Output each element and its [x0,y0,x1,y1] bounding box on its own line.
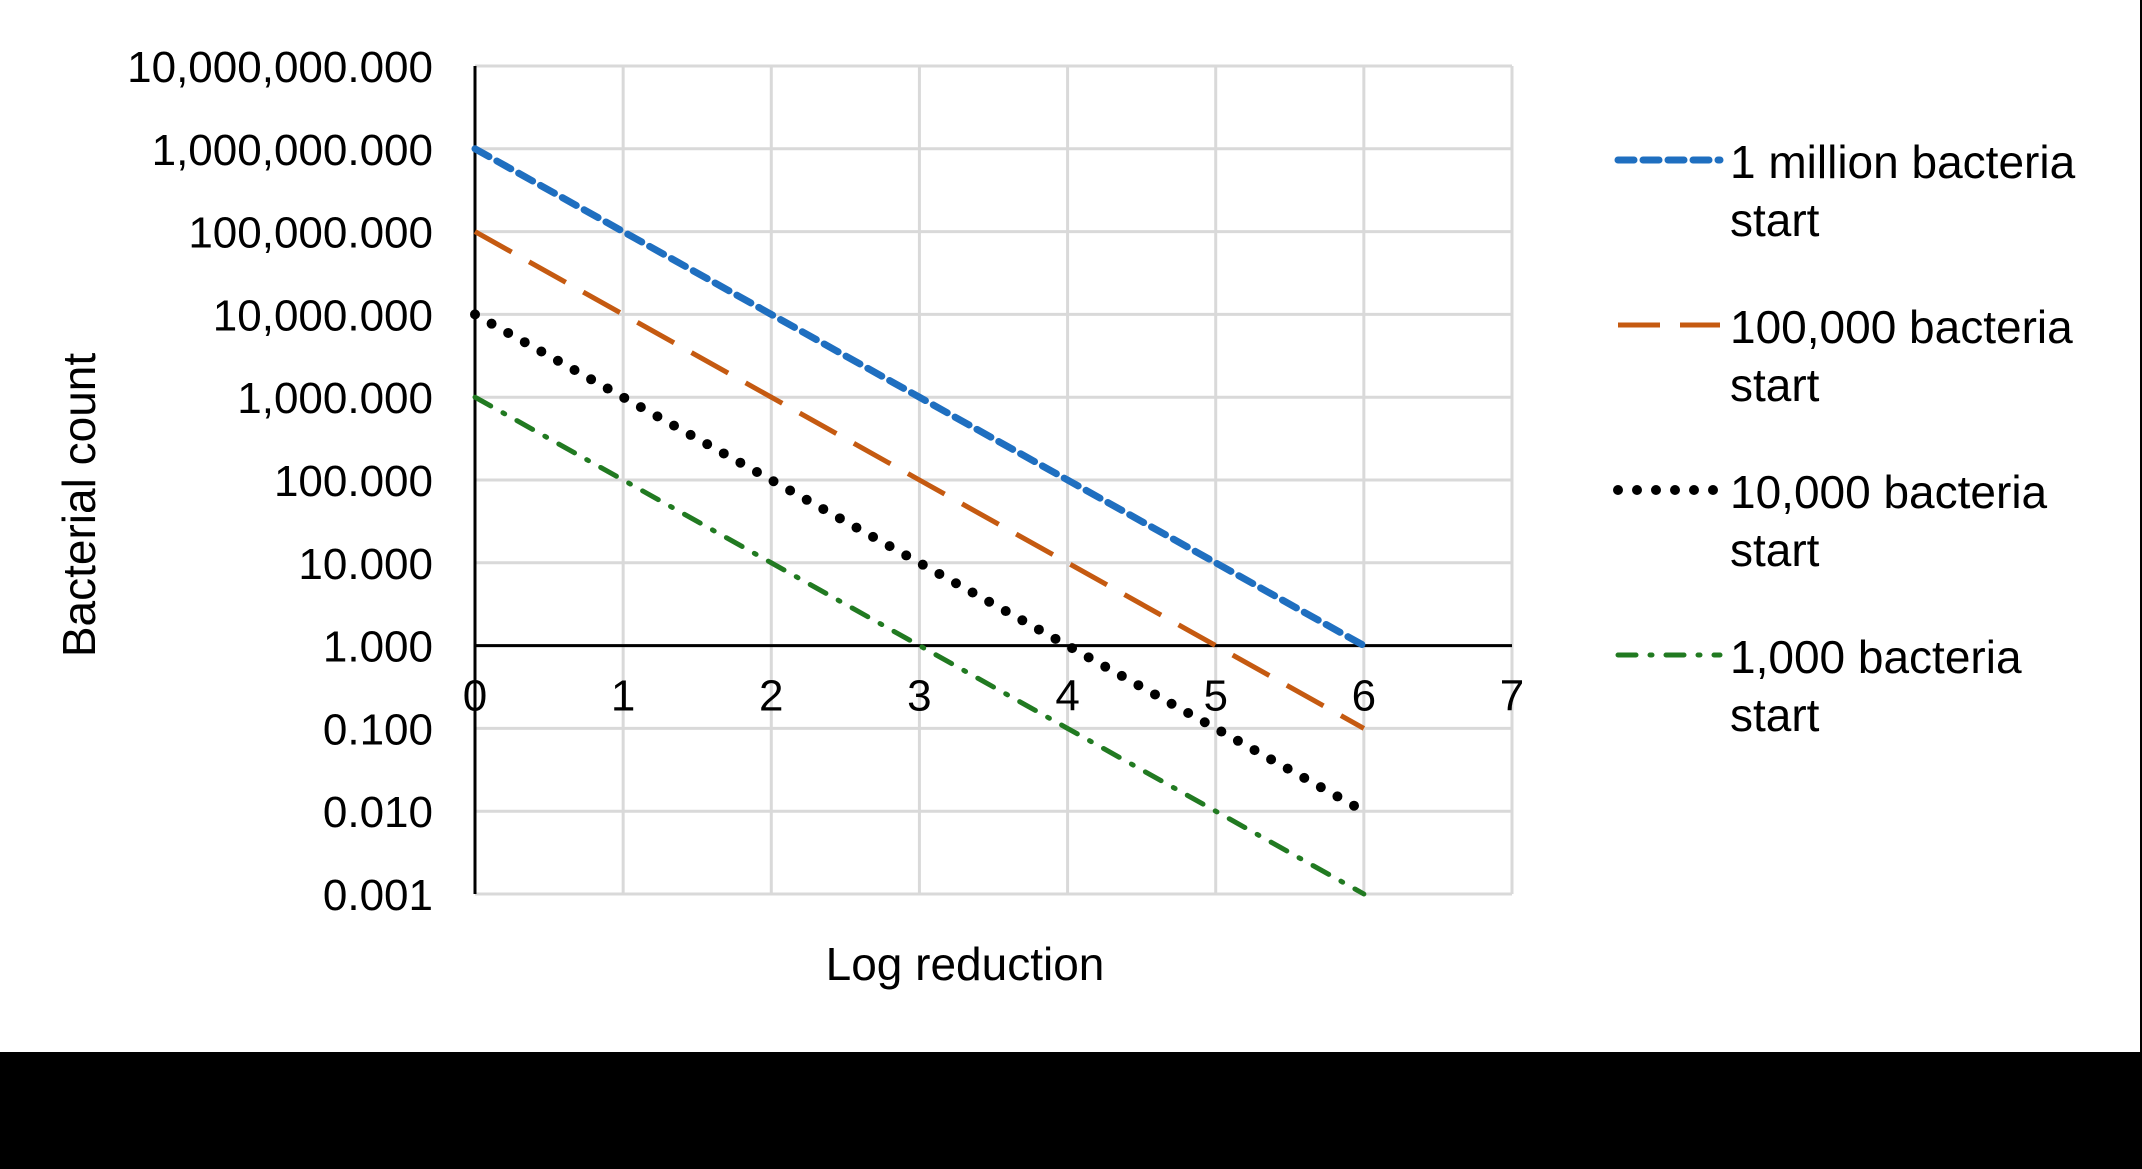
y-tick-label: 1,000,000.000 [152,126,433,175]
legend-item-0: 1 million bacteria start [1614,136,2076,246]
legend-label: start [1730,359,1820,411]
legend-label: 1 million bacteria [1730,136,2076,188]
axes [473,66,1512,894]
y-tick-label: 100,000.000 [188,209,433,258]
y-tick-label: 1.000 [323,623,433,672]
x-tick-label: 1 [611,672,635,721]
series-line-2 [470,309,1369,817]
chart-canvas: 10,000,000.000 1,000,000.000 100,000.000 10… [0,0,2140,1052]
x-tick-label: 2 [759,672,783,721]
legend-label: start [1730,194,1820,246]
y-tick-label: 10.000 [298,540,433,589]
y-tick-label: 0.001 [323,871,433,920]
y-tick-label: 10,000,000.000 [127,43,433,92]
gridlines [475,64,1514,896]
x-tick-label: 4 [1055,672,1079,721]
legend-item-3: 1,000 bacteria start [1615,631,2022,741]
series-lines [470,145,1369,897]
x-tick-label: 7 [1500,672,1524,721]
legend: 1 million bacteria start 100,000 bacteria s… [1613,136,2076,741]
x-tick-label: 6 [1352,672,1376,721]
y-axis-title: Bacterial count [53,353,105,657]
y-tick-label: 0.100 [323,705,433,754]
x-tick-label: 5 [1203,672,1227,721]
series-line-0 [471,145,1368,650]
series-line-3 [472,394,1367,897]
x-axis-title: Log reduction [826,938,1105,990]
legend-label: 1,000 bacteria [1730,631,2022,683]
legend-label: start [1730,524,1820,576]
y-tick-label: 0.010 [323,788,433,837]
x-tick-label: 3 [907,672,931,721]
y-axis-tick-labels: 10,000,000.000 1,000,000.000 100,000.000 10… [127,43,433,920]
legend-label: start [1730,689,1820,741]
legend-item-1: 100,000 bacteria start [1618,301,2073,411]
legend-item-2: 10,000 bacteria start [1613,466,2048,576]
y-tick-label: 100.000 [274,457,433,506]
x-tick-label: 0 [463,672,487,721]
legend-label: 10,000 bacteria [1730,466,2048,518]
series-line-1 [473,229,1366,731]
y-tick-label: 10,000.000 [213,291,433,340]
y-tick-label: 1,000.000 [237,374,433,423]
legend-label: 100,000 bacteria [1730,301,2073,353]
x-axis-tick-labels: 0 1 2 3 4 5 6 7 [463,672,1524,721]
line-chart: 10,000,000.0001,000,000.000100,000.00010… [53,43,2076,990]
